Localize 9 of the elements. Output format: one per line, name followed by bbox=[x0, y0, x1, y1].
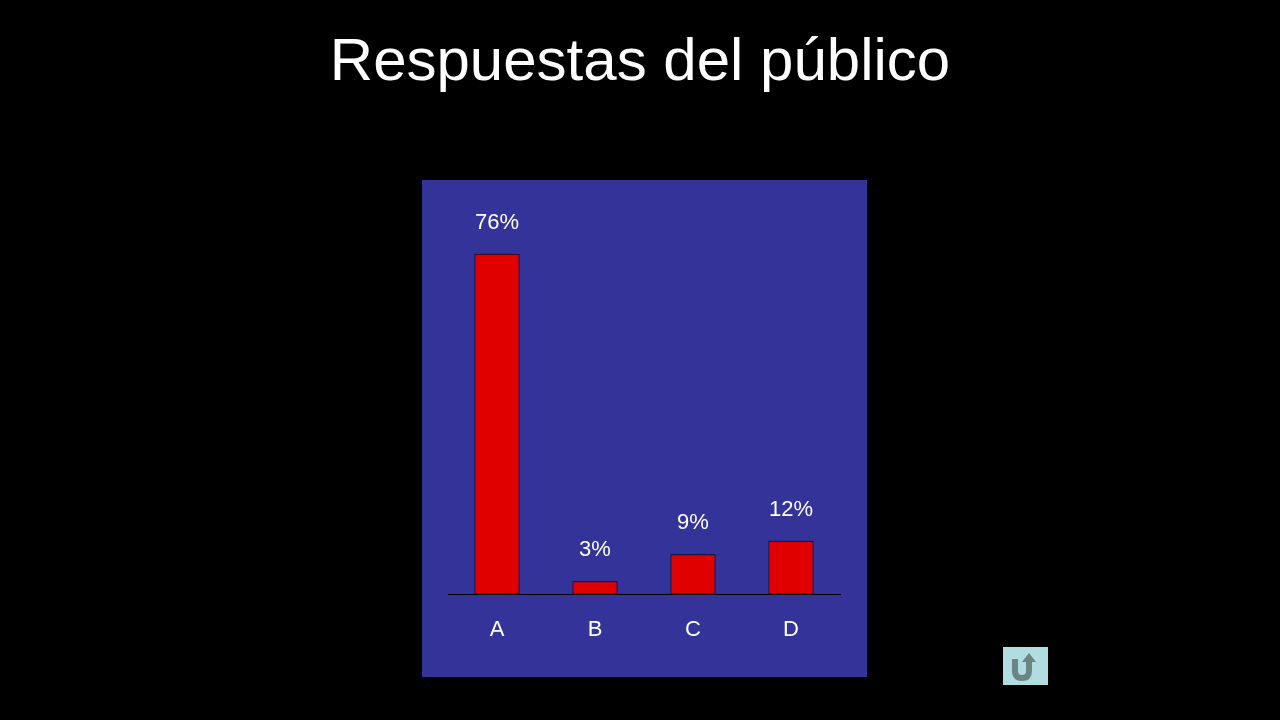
chart-title: Respuestas del público bbox=[328, 25, 952, 95]
x-tick-label: A bbox=[489, 615, 505, 641]
x-tick-label: C bbox=[685, 615, 702, 641]
x-tick-label: B bbox=[587, 615, 603, 641]
x-tick-label: D bbox=[783, 615, 799, 641]
data-label: 76% bbox=[474, 208, 520, 234]
data-label: 3% bbox=[579, 536, 611, 562]
data-label: 9% bbox=[677, 509, 709, 535]
data-label: 12% bbox=[768, 495, 814, 521]
